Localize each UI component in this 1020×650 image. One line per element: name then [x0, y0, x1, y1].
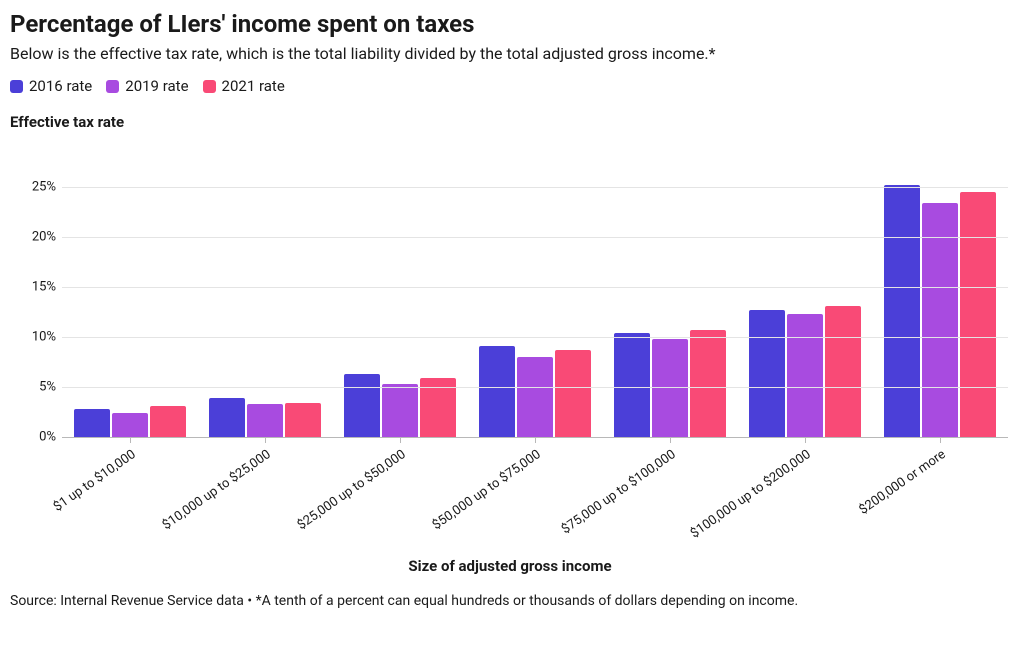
- x-tick-label: $1 up to $10,000: [50, 447, 138, 515]
- bar: [922, 203, 958, 437]
- legend-item: 2019 rate: [106, 77, 188, 95]
- legend-swatch: [106, 80, 119, 93]
- bar: [652, 339, 688, 437]
- legend-item: 2016 rate: [10, 77, 92, 95]
- y-tick-label: 25%: [10, 180, 56, 195]
- x-tick-mark: [265, 437, 266, 443]
- legend-label: 2016 rate: [29, 77, 92, 95]
- source-note: Source: Internal Revenue Service data • …: [10, 593, 1010, 609]
- x-tick: $50,000 up to $75,000: [467, 437, 602, 557]
- y-tick-label: 20%: [10, 230, 56, 245]
- bar: [787, 314, 823, 437]
- bar: [74, 409, 110, 437]
- y-axis: 0%5%10%15%20%25%: [10, 137, 62, 437]
- bar: [382, 384, 418, 437]
- chart-title: Percentage of LIers' income spent on tax…: [10, 10, 1010, 38]
- gridline: [62, 287, 1008, 288]
- chart-plot-area: 0%5%10%15%20%25%: [10, 137, 1008, 437]
- x-tick-mark: [535, 437, 536, 443]
- bar: [690, 330, 726, 437]
- legend-swatch: [10, 80, 23, 93]
- x-tick: $10,000 up to $25,000: [197, 437, 332, 557]
- x-tick-mark: [940, 437, 941, 443]
- gridline: [62, 187, 1008, 188]
- y-tick-label: 10%: [10, 330, 56, 345]
- x-axis: $1 up to $10,000$10,000 up to $25,000$25…: [62, 437, 1008, 557]
- bar: [150, 406, 186, 437]
- bar: [285, 403, 321, 437]
- legend-swatch: [203, 80, 216, 93]
- x-tick-mark: [130, 437, 131, 443]
- bar: [884, 185, 920, 437]
- bar: [555, 350, 591, 437]
- bar: [479, 346, 515, 437]
- y-tick-label: 0%: [10, 430, 56, 445]
- y-tick-label: 5%: [10, 380, 56, 395]
- x-tick: $25,000 up to $50,000: [332, 437, 467, 557]
- bar: [344, 374, 380, 437]
- x-tick-mark: [805, 437, 806, 443]
- legend-item: 2021 rate: [203, 77, 285, 95]
- y-axis-title: Effective tax rate: [10, 113, 1010, 131]
- chart-subtitle: Below is the effective tax rate, which i…: [10, 44, 1010, 63]
- x-tick: $75,000 up to $100,000: [603, 437, 738, 557]
- x-tick: $1 up to $10,000: [62, 437, 197, 557]
- bar: [209, 398, 245, 437]
- bar: [749, 310, 785, 437]
- legend-label: 2019 rate: [125, 77, 188, 95]
- gridline: [62, 387, 1008, 388]
- bar: [614, 333, 650, 437]
- bar: [112, 413, 148, 437]
- x-tick-mark: [670, 437, 671, 443]
- x-tick: $200,000 or more: [873, 437, 1008, 557]
- gridline: [62, 237, 1008, 238]
- x-tick-mark: [400, 437, 401, 443]
- gridline: [62, 337, 1008, 338]
- x-tick: $100,000 up to $200,000: [738, 437, 873, 557]
- bar: [517, 357, 553, 437]
- bar: [960, 192, 996, 437]
- bar: [825, 306, 861, 437]
- legend-label: 2021 rate: [222, 77, 285, 95]
- y-tick-label: 15%: [10, 280, 56, 295]
- legend: 2016 rate 2019 rate 2021 rate: [10, 77, 1010, 95]
- x-axis-title: Size of adjusted gross income: [10, 557, 1010, 575]
- bar: [247, 404, 283, 437]
